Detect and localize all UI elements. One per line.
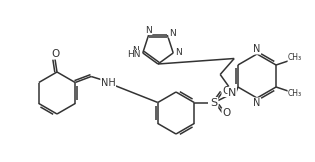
Text: O: O bbox=[222, 109, 230, 118]
Text: N: N bbox=[253, 44, 261, 54]
Text: S: S bbox=[211, 98, 218, 108]
Text: CH₃: CH₃ bbox=[288, 53, 302, 63]
Text: HN: HN bbox=[127, 50, 140, 59]
Text: NH: NH bbox=[101, 77, 116, 87]
Text: N: N bbox=[253, 98, 261, 108]
Text: N: N bbox=[132, 46, 139, 55]
Text: N: N bbox=[228, 87, 236, 98]
Text: O: O bbox=[51, 49, 59, 59]
Text: N: N bbox=[145, 26, 152, 35]
Text: N: N bbox=[175, 48, 181, 58]
Text: O: O bbox=[222, 87, 230, 97]
Text: N: N bbox=[169, 29, 176, 38]
Text: CH₃: CH₃ bbox=[288, 89, 302, 98]
